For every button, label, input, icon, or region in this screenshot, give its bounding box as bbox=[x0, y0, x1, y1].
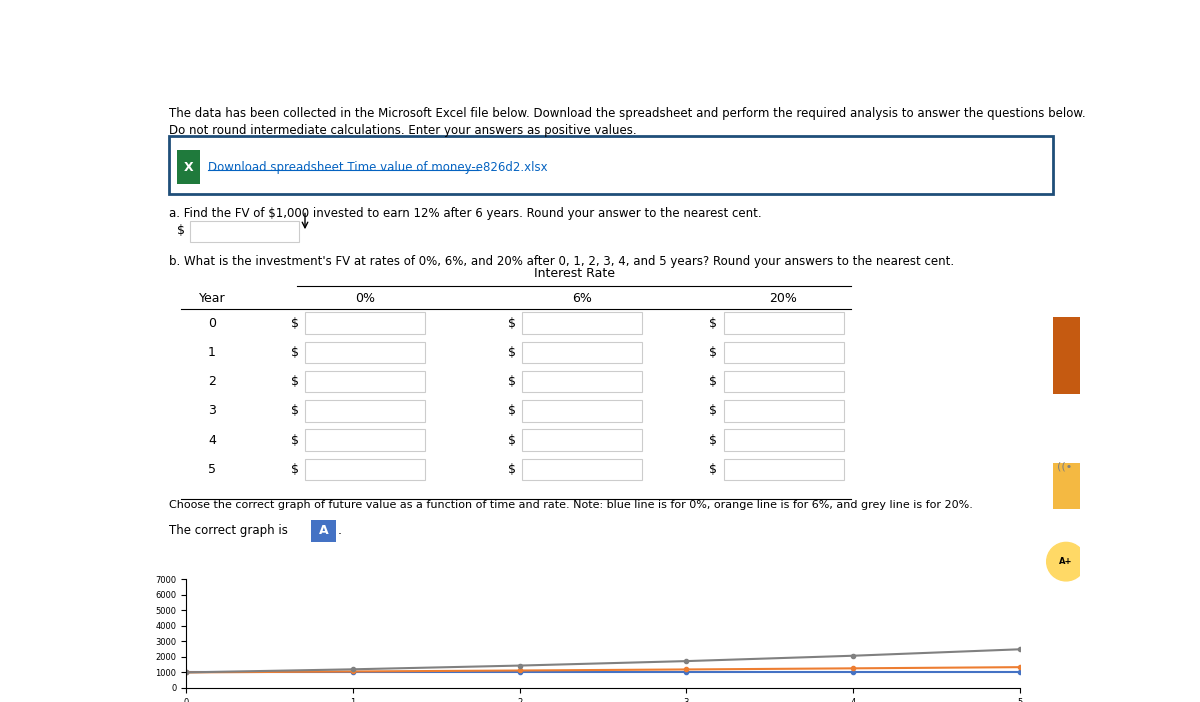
FancyBboxPatch shape bbox=[522, 400, 642, 422]
FancyBboxPatch shape bbox=[522, 458, 642, 480]
FancyBboxPatch shape bbox=[724, 430, 844, 451]
FancyBboxPatch shape bbox=[305, 342, 425, 363]
Text: Interest Rate: Interest Rate bbox=[534, 267, 614, 280]
Text: $: $ bbox=[290, 346, 299, 359]
Circle shape bbox=[1046, 543, 1086, 581]
Text: $: $ bbox=[709, 317, 718, 330]
Text: A+: A+ bbox=[1060, 557, 1073, 566]
Text: $: $ bbox=[290, 463, 299, 476]
FancyBboxPatch shape bbox=[1052, 463, 1080, 509]
Text: a. Find the FV of $1,000 invested to earn 12% after 6 years. Round your answer t: a. Find the FV of $1,000 invested to ear… bbox=[169, 207, 762, 220]
Text: 6%: 6% bbox=[572, 292, 592, 305]
Text: $: $ bbox=[709, 375, 718, 388]
Text: $: $ bbox=[508, 434, 516, 446]
Text: 7000: 7000 bbox=[256, 597, 284, 607]
FancyBboxPatch shape bbox=[724, 400, 844, 422]
Text: .: . bbox=[337, 524, 342, 537]
Text: Do not round intermediate calculations. Enter your answers as positive values.: Do not round intermediate calculations. … bbox=[169, 124, 637, 138]
Text: $: $ bbox=[508, 346, 516, 359]
Text: $: $ bbox=[709, 434, 718, 446]
Text: $: $ bbox=[508, 375, 516, 388]
FancyBboxPatch shape bbox=[169, 135, 1052, 194]
Text: $: $ bbox=[290, 404, 299, 418]
Text: $: $ bbox=[508, 404, 516, 418]
Text: b. What is the investment's FV at rates of 0%, 6%, and 20% after 0, 1, 2, 3, 4, : b. What is the investment's FV at rates … bbox=[169, 256, 954, 268]
FancyBboxPatch shape bbox=[150, 84, 1080, 625]
FancyBboxPatch shape bbox=[305, 430, 425, 451]
Text: Download spreadsheet Time value of money-e826d2.xlsx: Download spreadsheet Time value of money… bbox=[208, 161, 547, 173]
FancyBboxPatch shape bbox=[305, 371, 425, 392]
Text: Year: Year bbox=[199, 292, 226, 305]
Text: $: $ bbox=[508, 463, 516, 476]
FancyBboxPatch shape bbox=[522, 342, 642, 363]
Text: $: $ bbox=[290, 434, 299, 446]
Text: 4: 4 bbox=[208, 434, 216, 446]
FancyBboxPatch shape bbox=[311, 520, 336, 542]
Text: $: $ bbox=[709, 346, 718, 359]
Text: The data has been collected in the Microsoft Excel file below. Download the spre: The data has been collected in the Micro… bbox=[169, 107, 1086, 120]
Text: A: A bbox=[319, 524, 329, 537]
FancyBboxPatch shape bbox=[724, 371, 844, 392]
Text: 1: 1 bbox=[208, 346, 216, 359]
FancyBboxPatch shape bbox=[724, 312, 844, 334]
FancyBboxPatch shape bbox=[522, 371, 642, 392]
Text: $: $ bbox=[508, 317, 516, 330]
Text: 0%: 0% bbox=[355, 292, 376, 305]
FancyBboxPatch shape bbox=[522, 312, 642, 334]
Text: ((•: ((• bbox=[1057, 462, 1072, 472]
Text: 5: 5 bbox=[208, 463, 216, 476]
FancyBboxPatch shape bbox=[305, 458, 425, 480]
Text: 3: 3 bbox=[208, 404, 216, 418]
Text: Choose the correct graph of future value as a function of time and rate. Note: b: Choose the correct graph of future value… bbox=[169, 500, 973, 510]
Text: $: $ bbox=[178, 224, 185, 237]
Text: $: $ bbox=[709, 404, 718, 418]
Text: $: $ bbox=[290, 317, 299, 330]
FancyBboxPatch shape bbox=[724, 342, 844, 363]
Text: X: X bbox=[184, 161, 193, 173]
FancyBboxPatch shape bbox=[305, 400, 425, 422]
FancyBboxPatch shape bbox=[724, 458, 844, 480]
FancyBboxPatch shape bbox=[522, 430, 642, 451]
Text: FV as Function of Time and Rate: FV as Function of Time and Rate bbox=[520, 607, 710, 620]
Text: The correct graph is: The correct graph is bbox=[169, 524, 288, 537]
FancyBboxPatch shape bbox=[305, 312, 425, 334]
Text: 20%: 20% bbox=[769, 292, 798, 305]
Text: 0: 0 bbox=[208, 317, 216, 330]
FancyBboxPatch shape bbox=[1052, 317, 1080, 394]
FancyBboxPatch shape bbox=[178, 150, 200, 185]
Text: 2: 2 bbox=[208, 375, 216, 388]
Text: $: $ bbox=[709, 463, 718, 476]
FancyBboxPatch shape bbox=[191, 220, 299, 242]
Text: $: $ bbox=[290, 375, 299, 388]
